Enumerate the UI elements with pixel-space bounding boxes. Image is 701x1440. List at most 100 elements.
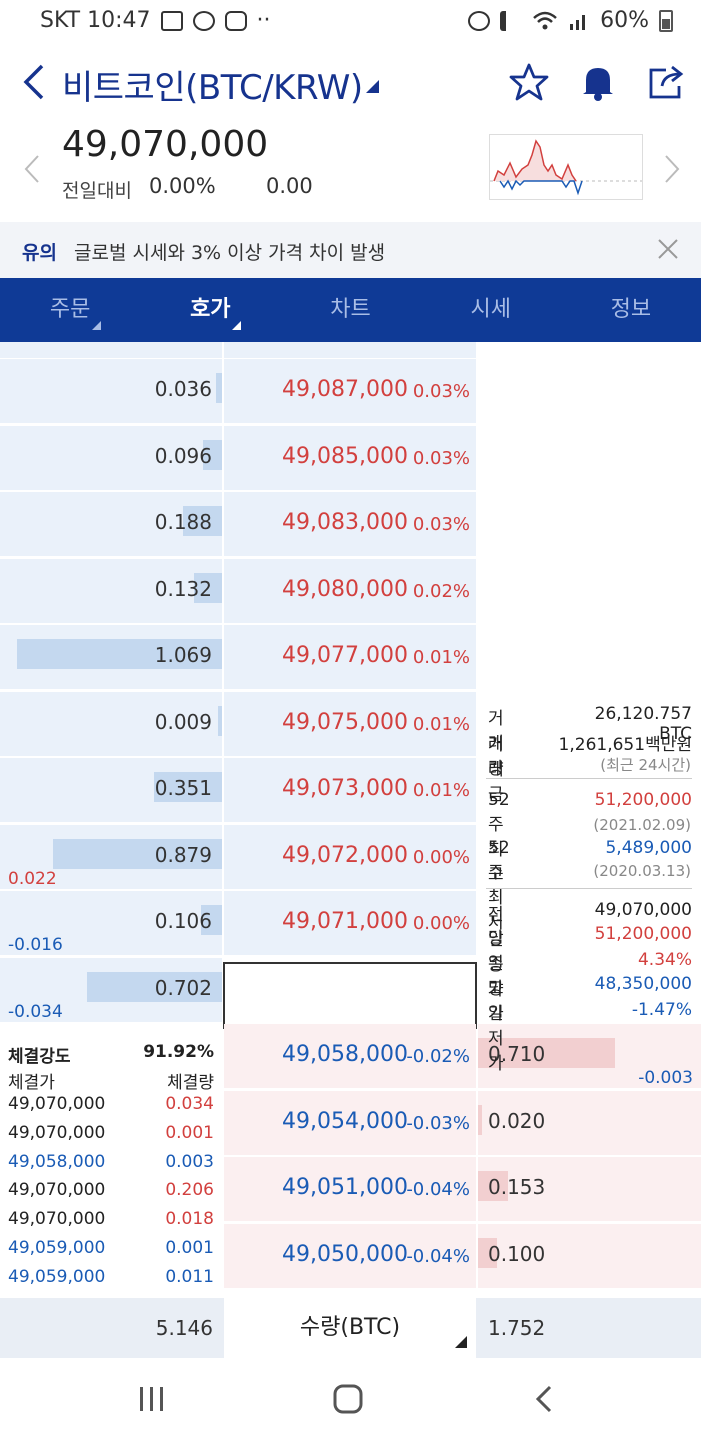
mini-price-chart[interactable] — [489, 134, 643, 200]
bid-qty-cell[interactable]: 0.710 -0.003 — [478, 1024, 701, 1088]
market-select-caret-icon[interactable] — [366, 80, 379, 93]
ask-qty-cell[interactable]: 0.351 — [0, 758, 222, 822]
home-icon[interactable] — [333, 1384, 363, 1414]
ask-qty-cell[interactable]: 0.106 -0.016 — [0, 891, 222, 955]
ask-change: 0.022 — [8, 868, 57, 889]
bid-price-cell[interactable]: 49,050,000 -0.04% — [224, 1223, 476, 1288]
bid-price-cell[interactable]: 49,058,000 -0.02% — [224, 1024, 476, 1088]
star-icon[interactable] — [509, 62, 549, 102]
ask-price-cell[interactable]: 49,072,000 0.00% — [224, 824, 476, 889]
more-notifications-icon: ·· — [256, 8, 271, 33]
ask-qty-cell[interactable]: 0.879 0.022 — [0, 824, 222, 889]
bid-qty: 0.020 — [488, 1108, 546, 1133]
day-high-value: 51,200,000 — [594, 924, 692, 944]
tab-label: 시세 — [470, 297, 511, 322]
bid-price-cell[interactable]: 49,054,000 -0.03% — [224, 1090, 476, 1155]
trade-price: 49,059,000 — [8, 1266, 106, 1287]
tab-menu-caret-icon — [232, 321, 242, 330]
unit-selector-caret-icon[interactable] — [455, 1336, 467, 1348]
trade-price-header: 체결가 — [8, 1073, 55, 1093]
ask-qty-cell[interactable]: 0.188 — [0, 492, 222, 556]
back-icon[interactable] — [534, 1384, 554, 1414]
ask-qty-cell[interactable]: 1.069 — [0, 625, 222, 689]
recent-apps-icon[interactable] — [138, 1384, 166, 1414]
high52-date: (2021.02.09) — [593, 816, 691, 834]
ask-volume-bar — [16, 639, 222, 669]
hexagon-icon — [224, 10, 247, 31]
trade-price: 49,070,000 — [8, 1180, 106, 1201]
back-arrow-icon[interactable] — [18, 62, 48, 102]
ask-percent: 0.01% — [412, 780, 470, 801]
status-bar: SKT 10:47 ·· 60% — [0, 0, 701, 44]
bid-volume-bar — [478, 1104, 483, 1135]
prev-coin-arrow-icon[interactable] — [24, 154, 40, 184]
trade-price: 49,070,000 — [8, 1094, 106, 1114]
ask-price: 49,077,000 — [282, 643, 408, 668]
ask-change: -0.034 — [8, 1001, 63, 1022]
low52-label: 52주최저 — [488, 838, 510, 933]
ask-price-cell[interactable]: 49,085,000 0.03% — [224, 425, 476, 490]
tab-quotes[interactable]: 시세 — [421, 278, 561, 342]
bid-qty-cell[interactable]: 0.100 — [478, 1223, 701, 1288]
bid-percent: -0.02% — [406, 1046, 470, 1067]
ask-volume-bar — [202, 439, 222, 470]
ask-qty-cell[interactable]: 0.132 — [0, 558, 222, 623]
current-price-highlight — [223, 962, 477, 1029]
amount-label: 거래금 — [488, 735, 504, 805]
bid-change: -0.003 — [638, 1068, 693, 1088]
tab-order[interactable]: 주문 — [0, 278, 140, 342]
ask-price-cell[interactable]: 49,071,000 0.00% — [224, 891, 476, 955]
ask-volume-bar — [87, 971, 222, 1002]
ask-qty-cell[interactable]: 0.009 — [0, 691, 222, 756]
ask-price-cell[interactable]: 49,075,000 0.01% — [224, 691, 476, 756]
amount-value: 1,261,651백만원 — [558, 735, 692, 755]
bid-price: 49,050,000 — [282, 1241, 408, 1267]
ask-price: 49,085,000 — [282, 443, 408, 469]
tab-label: 주문 — [49, 297, 91, 322]
prev-compare-percent: 0.00% — [149, 174, 216, 198]
bid-qty-cell[interactable]: 0.020 — [478, 1090, 701, 1155]
ask-price-cell[interactable]: 49,087,000 0.03% — [224, 359, 476, 423]
tab-info[interactable]: 정보 — [561, 278, 701, 342]
bid-percent: -0.03% — [406, 1112, 470, 1134]
prev-close-value: 49,070,000 — [594, 900, 692, 920]
wifi-icon — [533, 11, 557, 29]
bid-volume-bar — [478, 1171, 508, 1201]
bid-percent: -0.04% — [406, 1179, 470, 1200]
close-icon[interactable] — [657, 238, 679, 260]
day-high-percent: 4.34% — [637, 950, 692, 970]
prev-compare-value: 0.00 — [266, 174, 313, 198]
app-notification-icon — [192, 10, 215, 31]
unit-selector[interactable]: 수량(BTC) — [224, 1298, 476, 1358]
tab-label: 정보 — [610, 297, 652, 322]
ask-price-cell[interactable]: 49,083,000 0.03% — [224, 492, 476, 556]
ask-percent: 0.00% — [412, 846, 470, 868]
bid-qty-cell[interactable]: 0.153 — [478, 1157, 701, 1221]
share-icon[interactable] — [646, 62, 686, 102]
bid-price-cell[interactable]: 49,051,000 -0.04% — [224, 1157, 476, 1221]
ask-qty-cell[interactable]: 0.036 — [0, 359, 222, 423]
prev-compare-label: 전일대비 — [62, 180, 132, 202]
tab-orderbook[interactable]: 호가 — [140, 278, 280, 342]
ask-volume-bar — [153, 772, 222, 802]
orderbook: 0.036 49,087,000 0.03% 0.096 49,085,000 0.03%… — [0, 342, 701, 1298]
ask-qty: 0.132 — [154, 576, 212, 601]
tab-chart[interactable]: 차트 — [280, 278, 420, 342]
next-coin-arrow-icon[interactable] — [664, 154, 680, 184]
day-low-percent: -1.47% — [631, 1000, 692, 1020]
ask-volume-bar — [215, 373, 222, 403]
ask-percent: 0.00% — [412, 913, 470, 934]
prev-close-label: 전일종가 — [488, 905, 504, 1000]
ask-price-cell[interactable]: 49,073,000 0.01% — [224, 758, 476, 822]
page-title[interactable]: 비트코인(BTC/KRW) — [62, 68, 363, 108]
bell-icon[interactable] — [578, 62, 618, 102]
ask-price-cell[interactable]: 49,077,000 0.01% — [224, 625, 476, 689]
bid-qty: 0.710 — [488, 1042, 546, 1066]
ask-qty: 0.879 — [154, 842, 212, 867]
volume-label: 거래량 — [488, 709, 504, 779]
bid-qty: 0.153 — [488, 1175, 546, 1199]
ask-price-cell[interactable]: 49,080,000 0.02% — [224, 558, 476, 623]
ask-qty-cell[interactable]: 0.096 — [0, 425, 222, 490]
ask-qty-cell[interactable]: 0.702 -0.034 — [0, 957, 222, 1022]
warning-notice: 유의 글로벌 시세와 3% 이상 가격 차이 발생 — [0, 222, 701, 278]
